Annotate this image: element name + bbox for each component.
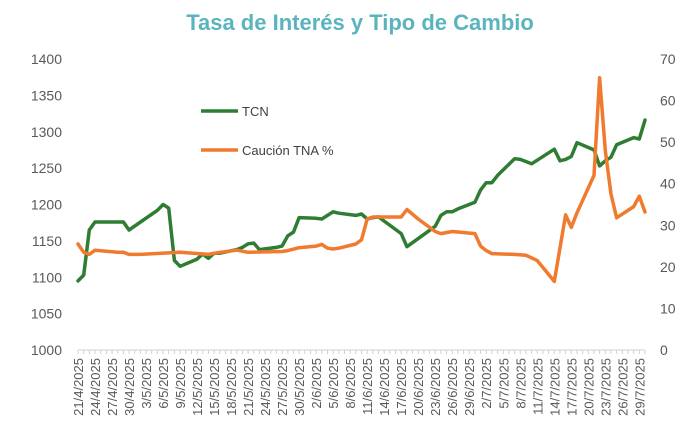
- x-tick-label: 5/6/2025: [326, 358, 341, 409]
- left-tick-label: 1000: [31, 342, 62, 358]
- x-tick-label: 11/7/2025: [530, 358, 545, 415]
- x-tick-label: 2/6/2025: [309, 358, 324, 409]
- x-tick-label: 23/6/2025: [428, 358, 443, 416]
- x-tick-label: 27/4/2025: [105, 358, 120, 416]
- left-axis-ticks: 1000 1050 1100 1150 1200 1250 1300 1350 1400: [31, 51, 62, 358]
- x-tick-label: 14/7/2025: [547, 358, 562, 416]
- x-tick-label: 24/4/2025: [88, 358, 103, 416]
- x-tick-label: 18/5/2025: [224, 358, 239, 416]
- x-tick-label: 17/7/2025: [564, 358, 579, 416]
- right-tick-label: 20: [660, 259, 676, 275]
- series-layer: [76, 75, 647, 284]
- x-tick-label: 6/5/2025: [156, 358, 171, 409]
- chart-title: Tasa de Interés y Tipo de Cambio: [186, 10, 534, 35]
- x-tick-label: 8/6/2025: [343, 358, 358, 409]
- right-tick-label: 50: [660, 134, 676, 150]
- x-tick-label: 23/7/2025: [598, 358, 613, 416]
- x-tick-label: 26/6/2025: [445, 358, 460, 416]
- x-tick-label: 12/5/2025: [190, 358, 205, 416]
- left-tick-label: 1350: [31, 87, 62, 103]
- x-axis: 21/4/2025 24/4/2025 27/4/2025 30/4/2025 3/5/…: [71, 349, 647, 416]
- left-tick-label: 1150: [32, 233, 62, 249]
- left-tick-label: 1300: [31, 124, 62, 140]
- left-tick-label: 1050: [31, 306, 62, 322]
- x-tick-label: 11/6/2025: [360, 358, 375, 415]
- x-tick-label: 17/6/2025: [394, 358, 409, 416]
- x-tick-label: 20/6/2025: [411, 358, 426, 416]
- x-tick-label: 24/5/2025: [258, 358, 273, 416]
- x-tick-label: 30/5/2025: [292, 358, 307, 416]
- x-tick-label: 15/5/2025: [207, 358, 222, 416]
- right-tick-label: 30: [660, 217, 676, 233]
- x-tick-label: 30/4/2025: [122, 358, 137, 416]
- left-tick-label: 1250: [31, 160, 62, 176]
- right-tick-label: 0: [660, 342, 668, 358]
- left-tick-label: 1400: [31, 51, 62, 67]
- right-tick-label: 60: [660, 93, 676, 109]
- x-tick-label: 26/7/2025: [615, 358, 630, 416]
- right-tick-label: 40: [660, 176, 676, 192]
- right-tick-label: 70: [660, 51, 676, 67]
- x-tick-label: 29/7/2025: [632, 358, 647, 416]
- x-tick-label: 20/7/2025: [581, 358, 596, 416]
- x-tick-label: 21/5/2025: [241, 358, 256, 416]
- x-tick-label: 5/7/2025: [496, 358, 511, 409]
- legend-label: Caución TNA %: [242, 143, 334, 158]
- right-axis-ticks: 0 10 20 30 40 50 60 70: [660, 51, 676, 358]
- x-tick-label: 21/4/2025: [71, 358, 86, 416]
- legend-label: TCN: [242, 104, 269, 119]
- x-tick-label: 2/7/2025: [479, 358, 494, 409]
- left-tick-label: 1200: [31, 197, 62, 213]
- right-tick-label: 10: [660, 300, 676, 316]
- series-line-caucion: [76, 75, 647, 284]
- x-tick-label: 8/7/2025: [513, 358, 528, 409]
- x-tick-label: 29/6/2025: [462, 358, 477, 416]
- left-tick-label: 1100: [32, 269, 62, 285]
- x-tick-label: 14/6/2025: [377, 358, 392, 416]
- x-tick-label: 3/5/2025: [139, 358, 154, 409]
- x-tick-label: 27/5/2025: [275, 358, 290, 416]
- legend: TCN Caución TNA %: [201, 104, 334, 158]
- x-tick-label: 9/5/2025: [173, 358, 188, 409]
